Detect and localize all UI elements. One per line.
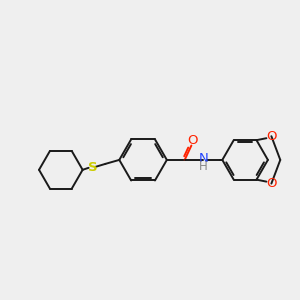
Text: O: O — [266, 130, 277, 143]
Text: H: H — [199, 160, 208, 173]
Text: S: S — [88, 161, 97, 174]
Text: N: N — [199, 152, 208, 165]
Text: O: O — [266, 177, 277, 190]
Text: O: O — [187, 134, 198, 147]
